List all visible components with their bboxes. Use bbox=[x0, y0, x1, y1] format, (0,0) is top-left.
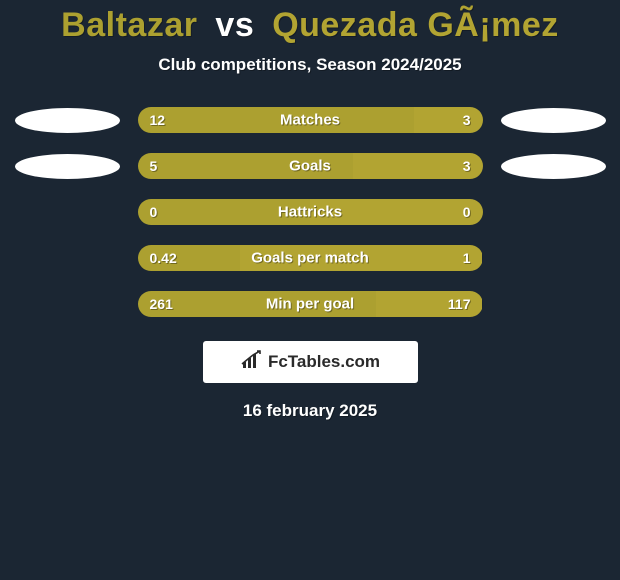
stat-row: 0.42 Goals per match 1 bbox=[0, 245, 620, 271]
stat-row: 261 Min per goal 117 bbox=[0, 291, 620, 317]
spacer bbox=[501, 246, 606, 271]
stat-value-left: 5 bbox=[150, 158, 158, 174]
logo-box: FcTables.com bbox=[203, 341, 418, 383]
stat-value-right: 0 bbox=[463, 204, 471, 220]
spacer bbox=[15, 246, 120, 271]
player1-badge bbox=[15, 108, 120, 133]
page-title: Baltazar vs Quezada GÃ¡mez bbox=[0, 0, 620, 45]
bar-segment-left bbox=[138, 107, 414, 133]
stat-label: Hattricks bbox=[278, 204, 342, 221]
stat-value-left: 0 bbox=[150, 204, 158, 220]
stat-label: Min per goal bbox=[266, 296, 354, 313]
stat-label: Matches bbox=[280, 112, 340, 129]
logo-text: FcTables.com bbox=[268, 352, 380, 372]
subtitle: Club competitions, Season 2024/2025 bbox=[0, 55, 620, 75]
comparison-infographic: Baltazar vs Quezada GÃ¡mez Club competit… bbox=[0, 0, 620, 580]
stat-bar: 0.42 Goals per match 1 bbox=[138, 245, 483, 271]
player2-badge bbox=[501, 108, 606, 133]
player1-badge bbox=[15, 154, 120, 179]
stat-bar: 0 Hattricks 0 bbox=[138, 199, 483, 225]
stat-value-right: 117 bbox=[448, 296, 471, 312]
stat-bar: 5 Goals 3 bbox=[138, 153, 483, 179]
stat-value-left: 261 bbox=[150, 296, 173, 312]
stat-row: 12 Matches 3 bbox=[0, 107, 620, 133]
chart-icon bbox=[240, 350, 264, 375]
stat-row: 0 Hattricks 0 bbox=[0, 199, 620, 225]
stat-bar: 12 Matches 3 bbox=[138, 107, 483, 133]
logo-rest: Tables.com bbox=[288, 352, 380, 371]
date: 16 february 2025 bbox=[0, 401, 620, 421]
spacer bbox=[501, 200, 606, 225]
stat-label: Goals per match bbox=[251, 250, 369, 267]
stat-value-right: 3 bbox=[463, 112, 471, 128]
player2-badge bbox=[501, 154, 606, 179]
title-player2: Quezada GÃ¡mez bbox=[272, 6, 559, 44]
stat-row: 5 Goals 3 bbox=[0, 153, 620, 179]
logo-fc: Fc bbox=[268, 352, 288, 371]
title-vs: vs bbox=[215, 6, 254, 44]
spacer bbox=[15, 200, 120, 225]
stat-rows: 12 Matches 3 5 Goals 3 0 Hattricks 0 0.42 Goals pe… bbox=[0, 107, 620, 317]
stat-bar: 261 Min per goal 117 bbox=[138, 291, 483, 317]
stat-label: Goals bbox=[289, 158, 331, 175]
spacer bbox=[15, 292, 120, 317]
spacer bbox=[501, 292, 606, 317]
stat-value-right: 3 bbox=[463, 158, 471, 174]
title-player1: Baltazar bbox=[61, 6, 197, 44]
stat-value-right: 1 bbox=[463, 250, 471, 266]
bar-segment-right bbox=[414, 107, 483, 133]
stat-value-left: 0.42 bbox=[150, 250, 177, 266]
stat-value-left: 12 bbox=[150, 112, 166, 128]
